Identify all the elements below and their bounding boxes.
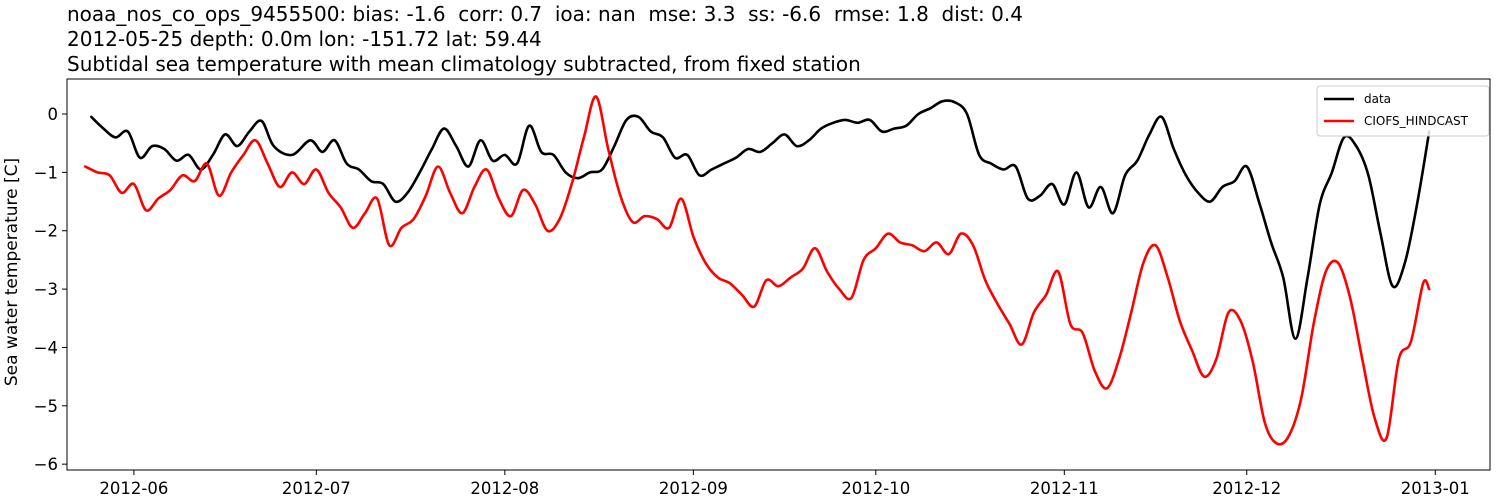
- y-tick-label: −5: [34, 397, 58, 416]
- x-tick-label: 2012-10: [841, 479, 910, 498]
- x-tick-label: 2013-01: [1401, 479, 1470, 498]
- plot-frame: [66, 78, 1491, 471]
- y-tick-label: −6: [34, 455, 58, 474]
- chart-title-station: 2012-05-25 depth: 0.0m lon: -151.72 lat:…: [67, 27, 542, 51]
- series-line-ciofs-hindcast: [83, 95, 1431, 446]
- x-tick-label: 2012-12: [1212, 479, 1281, 498]
- x-tick-label: 2012-06: [99, 479, 168, 498]
- chart-title-block: noaa_nos_co_ops_9455500: bias: -1.6 corr…: [67, 2, 1023, 77]
- y-tick-label: −4: [34, 338, 58, 357]
- legend-box: [1316, 85, 1490, 137]
- axes-layer: 2012-06 2012-07 2012-08 2012-09 2012-10 2012-…: [34, 78, 1491, 498]
- y-axis-label: Sea water temperature [C]: [2, 158, 22, 386]
- x-tick-label: 2012-09: [659, 479, 728, 498]
- legend-label-data: data: [1364, 92, 1391, 106]
- y-tick-label: −1: [34, 163, 58, 182]
- legend: data CIOFS_HINDCAST: [1316, 85, 1490, 137]
- y-tick-label: −3: [34, 280, 58, 299]
- y-tick-label: 0: [48, 105, 59, 124]
- y-tick-label: −2: [34, 222, 58, 241]
- series-line-data: [90, 99, 1431, 340]
- series-layer: [83, 95, 1431, 446]
- x-tick-label: 2012-08: [470, 479, 539, 498]
- chart-title-stats: noaa_nos_co_ops_9455500: bias: -1.6 corr…: [67, 2, 1023, 26]
- x-tick-label: 2012-11: [1030, 479, 1099, 498]
- legend-label-ciofs-hindcast: CIOFS_HINDCAST: [1364, 114, 1469, 128]
- x-tick-label: 2012-07: [282, 479, 351, 498]
- chart-title-description: Subtidal sea temperature with mean clima…: [67, 52, 861, 76]
